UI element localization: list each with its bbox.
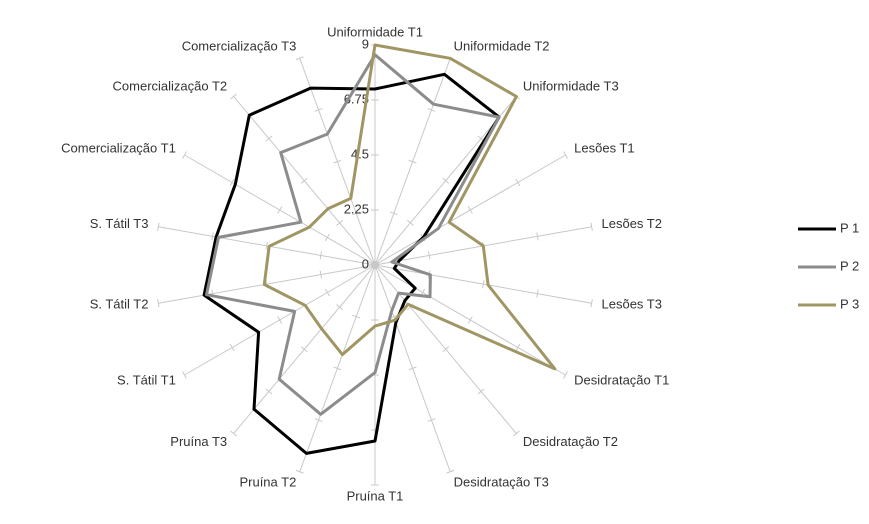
- axis-label: Pruína T3: [170, 434, 227, 449]
- y-tick-label: 0: [362, 256, 369, 271]
- tick-mark: [446, 469, 455, 474]
- tick-mark: [230, 430, 237, 437]
- tick-mark: [265, 388, 273, 395]
- tick-mark: [536, 232, 539, 241]
- axis-label: Desidratação T1: [574, 372, 669, 387]
- tick-mark: [352, 211, 361, 216]
- tick-mark: [513, 430, 520, 437]
- tick-mark: [563, 371, 568, 379]
- tick-mark: [336, 219, 344, 226]
- tick-mark: [157, 299, 160, 308]
- tick-mark: [515, 343, 521, 352]
- tick-mark: [467, 206, 473, 214]
- legend-label: P 2: [840, 258, 859, 273]
- legend-label: P 1: [840, 220, 859, 235]
- axis-label: S. Tátil T2: [90, 297, 149, 312]
- tick-mark: [314, 418, 323, 422]
- axis-label: Lesões T1: [574, 140, 634, 155]
- axis-label: S. Tátil T1: [117, 372, 176, 387]
- tick-mark: [295, 469, 304, 474]
- y-tick-label: 4.5: [351, 146, 369, 161]
- y-tick-label: 9: [362, 36, 369, 51]
- tick-mark: [300, 177, 308, 184]
- tick-mark: [515, 178, 521, 187]
- tick-mark: [319, 270, 323, 279]
- axis-label: Comercialização T1: [61, 140, 176, 155]
- tick-mark: [536, 289, 539, 298]
- tick-mark: [295, 56, 304, 61]
- legend-label: P 3: [840, 296, 859, 311]
- axis-label: Comercialização T2: [113, 79, 228, 94]
- axis-label: Lesões T3: [602, 297, 662, 312]
- tick-mark: [324, 233, 330, 242]
- tick-mark: [336, 304, 344, 311]
- tick-mark: [314, 108, 323, 112]
- tick-mark: [277, 316, 283, 324]
- tick-mark: [277, 206, 283, 214]
- tick-mark: [590, 222, 593, 231]
- tick-mark: [482, 280, 485, 289]
- tick-mark: [442, 177, 450, 184]
- tick-mark: [265, 241, 268, 250]
- tick-mark: [442, 346, 450, 353]
- axis-label: Uniformidade T2: [454, 38, 550, 53]
- axis-label: Pruína T2: [239, 474, 296, 489]
- tick-mark: [427, 418, 436, 422]
- tick-mark: [230, 93, 237, 100]
- tick-mark: [265, 135, 273, 142]
- series-line: [205, 53, 501, 416]
- tick-mark: [389, 211, 398, 216]
- tick-mark: [408, 159, 417, 164]
- tick-mark: [352, 314, 361, 319]
- series-line: [202, 72, 501, 455]
- axis-label: Uniformidade T3: [523, 79, 619, 94]
- tick-mark: [319, 251, 323, 260]
- tick-mark: [300, 346, 308, 353]
- tick-mark: [182, 151, 187, 159]
- series-line: [262, 43, 557, 371]
- tick-mark: [590, 299, 593, 308]
- y-tick-label: 2.25: [344, 201, 369, 216]
- tick-mark: [229, 343, 235, 352]
- axis-label: Lesões T2: [602, 216, 662, 231]
- tick-mark: [211, 232, 214, 241]
- tick-mark: [427, 108, 436, 112]
- tick-mark: [371, 263, 379, 267]
- tick-mark: [157, 222, 160, 231]
- axis-label: Uniformidade T1: [327, 24, 423, 39]
- tick-mark: [324, 288, 330, 297]
- tick-mark: [182, 371, 187, 379]
- tick-mark: [333, 366, 342, 371]
- axis-label: S. Tátil T3: [90, 216, 149, 231]
- axis-label: Desidratação T2: [523, 434, 618, 449]
- tick-mark: [467, 316, 473, 324]
- tick-mark: [229, 178, 235, 187]
- tick-mark: [563, 151, 568, 159]
- axis-label: Desidratação T3: [454, 474, 549, 489]
- tick-mark: [477, 388, 485, 395]
- tick-mark: [333, 159, 342, 164]
- tick-mark: [427, 251, 431, 260]
- tick-mark: [406, 219, 414, 226]
- axis-label: Comercialização T3: [182, 38, 297, 53]
- axis-label: Pruína T1: [347, 488, 404, 503]
- tick-mark: [408, 366, 417, 371]
